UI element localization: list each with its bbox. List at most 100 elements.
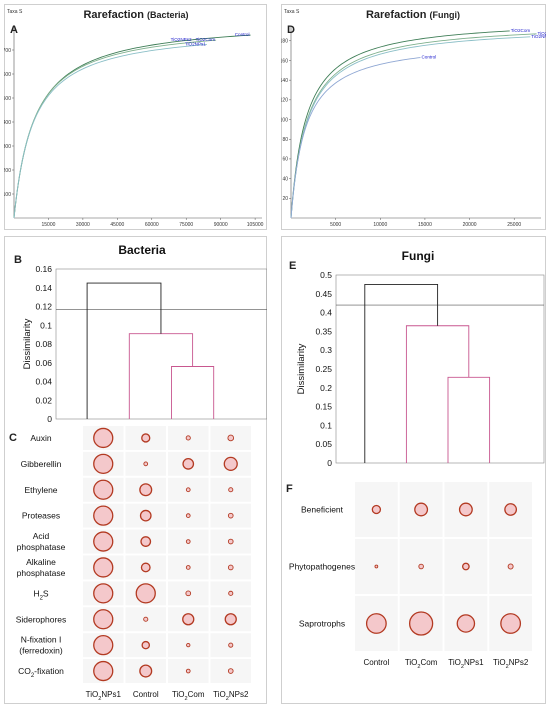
row-label-alkaline-phosphatase: phosphatase <box>17 568 66 578</box>
bubble-h2s-tio2nps2 <box>228 590 234 596</box>
bubble-n-fixation-i-ferredoxin-tio2nps2 <box>228 642 234 648</box>
y-tick-label: 60 <box>282 157 288 163</box>
x-tick-label: 15000 <box>418 222 432 228</box>
bubble-phytopathogenes-control <box>374 564 379 569</box>
x-tick-label: 20000 <box>463 222 477 228</box>
bubble-alkaline-phosphatase-control <box>140 562 151 573</box>
column-label-tio2com: TiO2Com <box>172 690 205 702</box>
bubble-phytopathogenes-tio2nps2 <box>507 563 514 570</box>
bubble-proteases-tio2nps1 <box>93 505 114 526</box>
bubble-ethylene-tio2com <box>185 487 191 493</box>
series-label-tio2nps1: TiO2NPs1 <box>538 31 546 36</box>
series-line-tio2nps1 <box>290 33 537 219</box>
y-tick-label: 80 <box>282 137 288 143</box>
bubble-gibberellin-control <box>143 461 149 467</box>
y-tick-label: 0 <box>327 458 332 468</box>
row-label-saprotrophs: Saprotrophs <box>299 619 345 629</box>
bubble-beneficient-tio2nps2 <box>504 503 518 516</box>
bubble-proteases-tio2nps2 <box>227 512 234 519</box>
y-axis-label: Taxa S <box>7 9 23 15</box>
bubble-siderophores-tio2com <box>182 613 195 626</box>
bubble-gibberellin-tio2nps1 <box>93 453 114 474</box>
merge-link-tio2com-cluster <box>405 325 470 463</box>
y-tick-label: 700 <box>4 48 11 54</box>
row-label-n-fixation-i-ferredoxin: N-fixation I <box>21 635 62 645</box>
bubble-saprotrophs-tio2com <box>408 611 434 636</box>
merge-link-tio2com-tio2nps2 <box>171 366 215 419</box>
panel-label-f: F <box>286 483 293 495</box>
y-tick-label: 0.02 <box>35 395 52 405</box>
row-label-h2s: H2S <box>33 588 48 601</box>
merge-link-control-cluster <box>128 333 194 419</box>
bubble-phytopathogenes-tio2nps1 <box>462 562 470 571</box>
bubble-auxin-tio2com <box>185 435 191 441</box>
bubble-beneficient-tio2com <box>414 502 429 517</box>
y-tick-label: 40 <box>282 176 288 182</box>
y-tick-label: 100 <box>281 117 288 123</box>
column-label-tio2nps2: TiO2NPs2 <box>213 690 249 702</box>
bubble-n-fixation-i-ferredoxin-control <box>141 640 151 650</box>
y-tick-label: 600 <box>4 72 11 78</box>
y-tick-label: 0.1 <box>40 320 52 330</box>
bubble-n-fixation-i-ferredoxin-tio2nps1 <box>93 634 114 656</box>
bubble-alkaline-phosphatase-tio2nps2 <box>227 564 234 571</box>
series-line-tio2nps1 <box>13 44 207 219</box>
merge-link-tio2nps1-tio2nps2 <box>447 376 491 463</box>
chart-title: Fungi <box>402 249 435 263</box>
y-axis-label: Dissimilarity <box>22 318 33 369</box>
y-tick-label: 100 <box>4 192 11 198</box>
panel-a-rarefaction-bacteria <box>4 4 267 230</box>
y-tick-label: 0.3 <box>320 345 332 355</box>
column-label-control: Control <box>363 658 389 667</box>
y-axis-label: Dissimilarity <box>296 343 307 394</box>
y-tick-label: 0.04 <box>35 377 52 387</box>
x-tick-label: 45000 <box>110 222 124 228</box>
y-tick-label: 0.05 <box>315 439 332 449</box>
chart-title: Rarefaction (Fungi) <box>366 9 460 21</box>
chart-a-rarefaction-bacteria: Rarefaction (Bacteria)Taxa SSpecimens100… <box>4 9 264 228</box>
x-tick-label: 105000 <box>247 222 264 228</box>
row-label-co2-fixation: CO2-fixation <box>18 666 64 679</box>
bubble-auxin-tio2nps2 <box>227 434 235 442</box>
merge-link-control-root <box>364 283 439 463</box>
y-tick-label: 0.16 <box>35 264 52 274</box>
merge-link-tio2nps1-root <box>86 282 162 419</box>
series-line-tio2nps2-tio2com <box>13 39 217 219</box>
bubble-co2-fixation-tio2com <box>185 668 191 674</box>
bubble-h2s-control <box>135 583 156 604</box>
bubble-beneficient-tio2nps1 <box>458 502 473 517</box>
y-tick-label: 160 <box>281 58 288 64</box>
y-tick-label: 300 <box>4 144 11 150</box>
series-line-control <box>290 57 421 219</box>
row-label-proteases: Proteases <box>22 511 60 521</box>
panel-label-d: D <box>287 24 295 36</box>
series-label-tio2nps2: TiO2NPs2 <box>531 34 546 39</box>
bubble-ethylene-tio2nps2 <box>228 487 234 493</box>
row-label-n-fixation-i-ferredoxin: (ferredoxin) <box>19 646 63 656</box>
row-label-auxin: Auxin <box>30 433 52 443</box>
y-tick-label: 0.15 <box>315 402 332 412</box>
row-label-phytopathogenes: Phytopathogenes <box>289 562 355 572</box>
series-line-control <box>13 34 251 219</box>
bubble-saprotrophs-tio2nps1 <box>456 614 476 633</box>
row-label-acid-phosphatase: phosphatase <box>17 542 66 552</box>
bubble-auxin-tio2nps1 <box>93 427 114 449</box>
bubble-acid-phosphatase-tio2nps1 <box>93 531 114 552</box>
y-tick-label: 0.2 <box>320 383 332 393</box>
bubble-h2s-tio2com <box>185 590 192 597</box>
x-tick-label: 60000 <box>145 222 159 228</box>
panel-label-a: A <box>10 24 18 36</box>
plot-frame <box>335 274 545 464</box>
series-line-tio2nps2 <box>290 36 531 219</box>
y-tick-label: 180 <box>281 39 288 45</box>
column-label-control: Control <box>133 690 159 699</box>
series-line-tio2com <box>290 30 510 219</box>
row-label-acid-phosphatase: Acid <box>33 531 50 541</box>
chart-e-dendrogram-fungi: Fungi Dissimilarity 0 0.05 0.1 0.15 0.2 0.25 0.3… <box>296 249 545 468</box>
y-tick-label: 0 <box>47 414 52 424</box>
row-label-alkaline-phosphatase: Alkaline <box>26 557 56 567</box>
y-tick-label: 400 <box>4 120 11 126</box>
y-tick-label: 0.06 <box>35 358 52 368</box>
bubble-co2-fixation-tio2nps2 <box>227 668 234 674</box>
y-tick-label: 0.4 <box>320 308 332 318</box>
